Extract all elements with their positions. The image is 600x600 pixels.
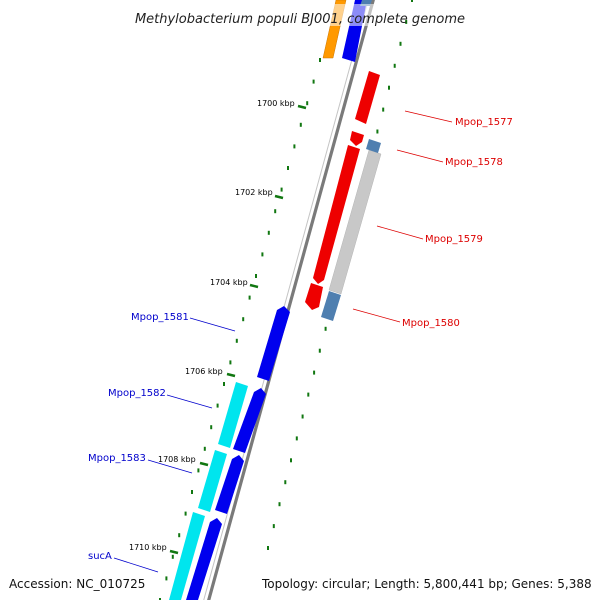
cds-suca: [186, 518, 222, 600]
tick-mark-1708: [199, 461, 209, 467]
callout-line-mpop-1580: [352, 308, 401, 323]
left-ruler-dot: [229, 360, 232, 365]
tick-mark-1704: [249, 283, 259, 289]
left-ruler-dot: [171, 554, 174, 559]
tick-label-1706: 1706 kbp: [185, 367, 223, 376]
gene-label-mpop-1580: Mpop_1580: [402, 318, 460, 329]
left-ruler-dot: [287, 166, 289, 170]
right-ruler-dot: [318, 348, 321, 353]
left-ruler-dot: [223, 382, 225, 386]
callout-line-mpop-1581: [189, 317, 236, 332]
right-ruler-dot: [290, 458, 292, 463]
cds-mpop-1578: [350, 131, 364, 146]
topology-label: Topology: circular; Length: 5,800,441 bp…: [262, 577, 592, 591]
tick-marks: [169, 104, 307, 555]
tick-mark-1710: [169, 549, 179, 555]
tick-label-1700: 1700 kbp: [257, 99, 295, 108]
callout-line-mpop-1582: [166, 394, 213, 409]
callout-line-suca: [113, 557, 159, 573]
cds-mpop-1583: [215, 455, 244, 514]
left-ruler-dot: [242, 317, 245, 322]
tick-mark-1700: [297, 104, 307, 110]
gene-label-mpop-1582: Mpop_1582: [108, 388, 166, 399]
left-ruler-dot: [255, 274, 257, 278]
right-ruler-dot: [313, 370, 316, 375]
right-ruler-dot: [399, 41, 402, 46]
forward-strand-features: [169, 306, 290, 600]
left-ruler-dot: [165, 576, 168, 581]
steelblue-feature-1580: [321, 291, 341, 321]
left-ruler-dot: [184, 511, 187, 516]
left-ruler-dot: [248, 295, 251, 300]
right-ruler-dot: [284, 480, 287, 485]
tick-label-1702: 1702 kbp: [235, 188, 273, 197]
tick-mark-1706: [226, 372, 236, 378]
left-ruler-dot: [178, 533, 181, 538]
right-ruler-dot: [388, 85, 390, 90]
tick-label-1710: 1710 kbp: [129, 543, 167, 552]
right-ruler-dot: [382, 107, 385, 112]
cds-mpop-1581: [257, 306, 290, 381]
right-ruler-dot: [278, 502, 281, 507]
cds-mpop-1580: [305, 283, 323, 310]
right-ruler-dot: [307, 392, 310, 397]
callout-lines: [113, 110, 453, 573]
left-ruler-dot: [306, 101, 309, 106]
gene-label-suca: sucA: [88, 551, 112, 562]
right-ruler-dot: [324, 326, 327, 331]
right-ruler-dot: [405, 19, 408, 24]
right-ruler-dot: [411, 0, 413, 2]
callout-line-mpop-1583: [147, 459, 193, 474]
tick-labels: 1700 kbp 1702 kbp 1704 kbp 1706 kbp 1708…: [129, 99, 295, 552]
right-ruler-dot: [376, 129, 379, 134]
right-ruler-dot: [393, 63, 396, 68]
cyan-feature-suca: [169, 512, 205, 600]
right-ruler-dot: [301, 414, 304, 419]
cds-mpop-1582: [233, 388, 266, 453]
right-ruler-dot: [272, 524, 275, 529]
title-halo: [315, 4, 385, 26]
left-ruler-dot: [274, 209, 277, 214]
left-ruler-dot: [159, 598, 161, 600]
left-ruler-dot: [267, 230, 270, 235]
left-ruler-dot: [299, 122, 302, 127]
cyan-feature-1583: [198, 450, 227, 512]
steelblue-feature-1578: [366, 139, 381, 153]
cds-mpop-1579: [313, 145, 360, 284]
left-ruler-dot: [293, 144, 296, 149]
gene-label-mpop-1579: Mpop_1579: [425, 234, 483, 245]
left-ruler-dot: [235, 338, 238, 343]
left-ruler-dot: [197, 468, 200, 473]
left-ruler-dot: [312, 79, 315, 84]
gene-label-mpop-1581: Mpop_1581: [131, 312, 189, 323]
callout-line-mpop-1577: [404, 110, 453, 123]
reverse-strand-features: [305, 71, 382, 321]
left-ruler-dot: [216, 403, 219, 408]
gene-labels: Mpop_1577 Mpop_1578 Mpop_1579 Mpop_1580 …: [88, 117, 513, 562]
left-ruler-dot: [191, 490, 193, 494]
callout-line-mpop-1578: [396, 149, 444, 163]
callout-line-mpop-1579: [376, 225, 424, 240]
left-ruler-dot: [280, 187, 283, 192]
left-ruler-dot: [261, 252, 264, 257]
right-ruler-dot: [267, 546, 269, 550]
tick-label-1708: 1708 kbp: [158, 455, 196, 464]
gray-feature-block: [328, 149, 382, 295]
left-ruler-dot: [203, 446, 206, 451]
cds-mpop-1577: [355, 71, 380, 124]
cyan-feature-1582: [218, 382, 248, 448]
gene-label-mpop-1578: Mpop_1578: [445, 157, 503, 168]
left-ruler-dot: [319, 58, 321, 62]
left-ruler-dot: [210, 425, 213, 430]
accession-label: Accession: NC_010725: [9, 577, 146, 591]
gene-label-mpop-1583: Mpop_1583: [88, 453, 146, 464]
gene-label-mpop-1577: Mpop_1577: [455, 117, 513, 128]
map-title: Methylobacterium populi BJ001, complete …: [135, 12, 465, 27]
tick-mark-1702: [274, 194, 284, 200]
right-ruler-dot: [295, 436, 298, 441]
tick-label-1704: 1704 kbp: [210, 278, 248, 287]
left-ruler-dots: [159, 58, 321, 600]
